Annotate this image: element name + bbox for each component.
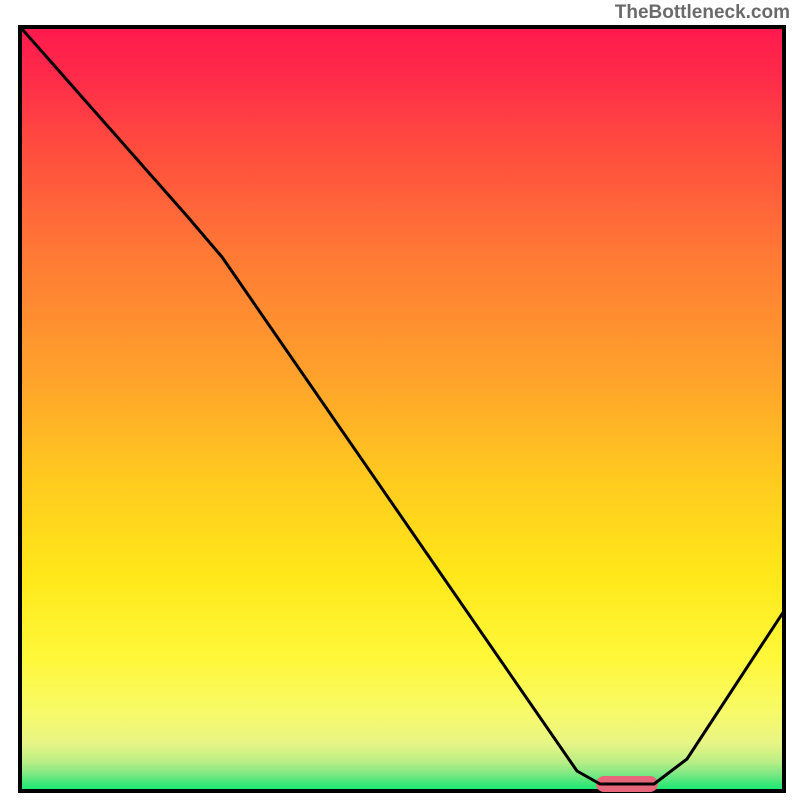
watermark-text: TheBottleneck.com (615, 2, 790, 24)
bottleneck-curve (22, 29, 782, 789)
chart-frame (18, 25, 786, 793)
